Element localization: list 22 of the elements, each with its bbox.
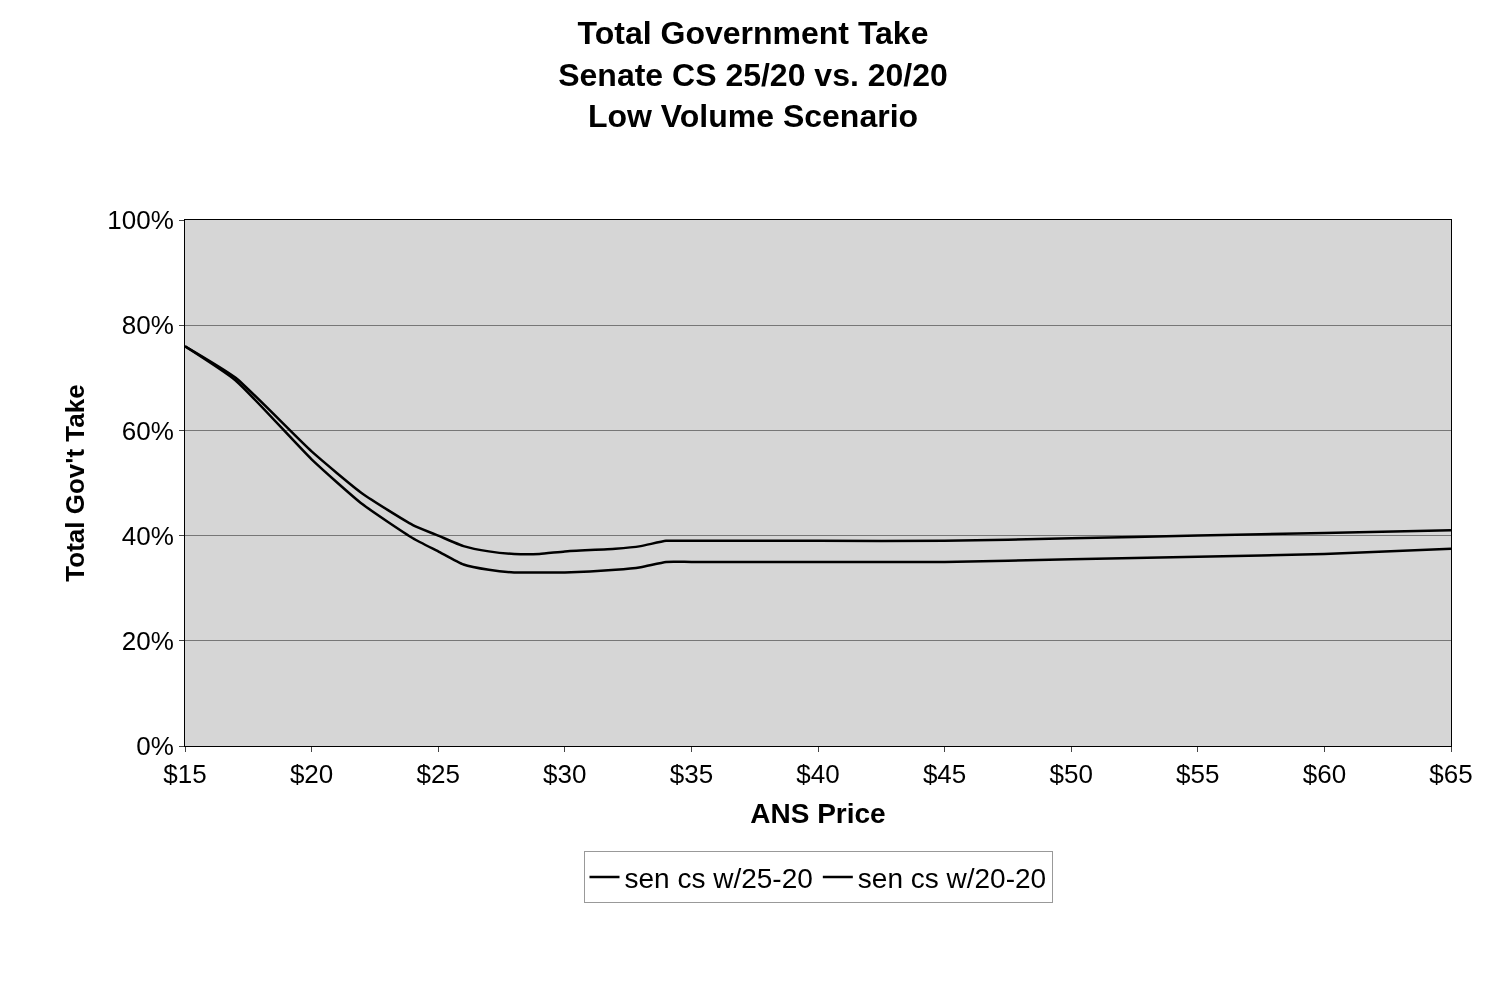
y-tick-label: 40% — [121, 520, 174, 551]
x-tick-label: $60 — [1302, 759, 1347, 790]
y-tick-label: 80% — [121, 310, 174, 341]
y-tick-label: 60% — [121, 415, 174, 446]
chart-title: Total Government Take Senate CS 25/20 vs. 20/20 Low Volume Scenario — [558, 15, 948, 135]
y-tick-label: 20% — [121, 625, 174, 656]
y-axis-title: Total Gov't Take — [59, 384, 90, 582]
y-tick-label: 0% — [136, 731, 174, 762]
x-tick-label: $20 — [289, 759, 334, 790]
x-tick-label: $65 — [1429, 759, 1473, 790]
x-tick-label: $35 — [669, 759, 714, 790]
legend-label: sen cs w/20-20 — [857, 862, 1047, 894]
x-tick-label: $30 — [543, 759, 587, 790]
legend-label: sen cs w/25-20 — [624, 862, 813, 894]
x-tick-label: $50 — [1049, 759, 1093, 790]
x-tick-label: $15 — [163, 759, 207, 790]
x-tick-label: $45 — [922, 759, 967, 790]
x-tick-label: $25 — [416, 759, 460, 790]
x-tick-label: $55 — [1176, 759, 1220, 790]
x-axis-title: ANS Price — [750, 798, 886, 830]
y-tick-label: 100% — [107, 205, 174, 236]
x-tick-label: $40 — [796, 759, 840, 790]
